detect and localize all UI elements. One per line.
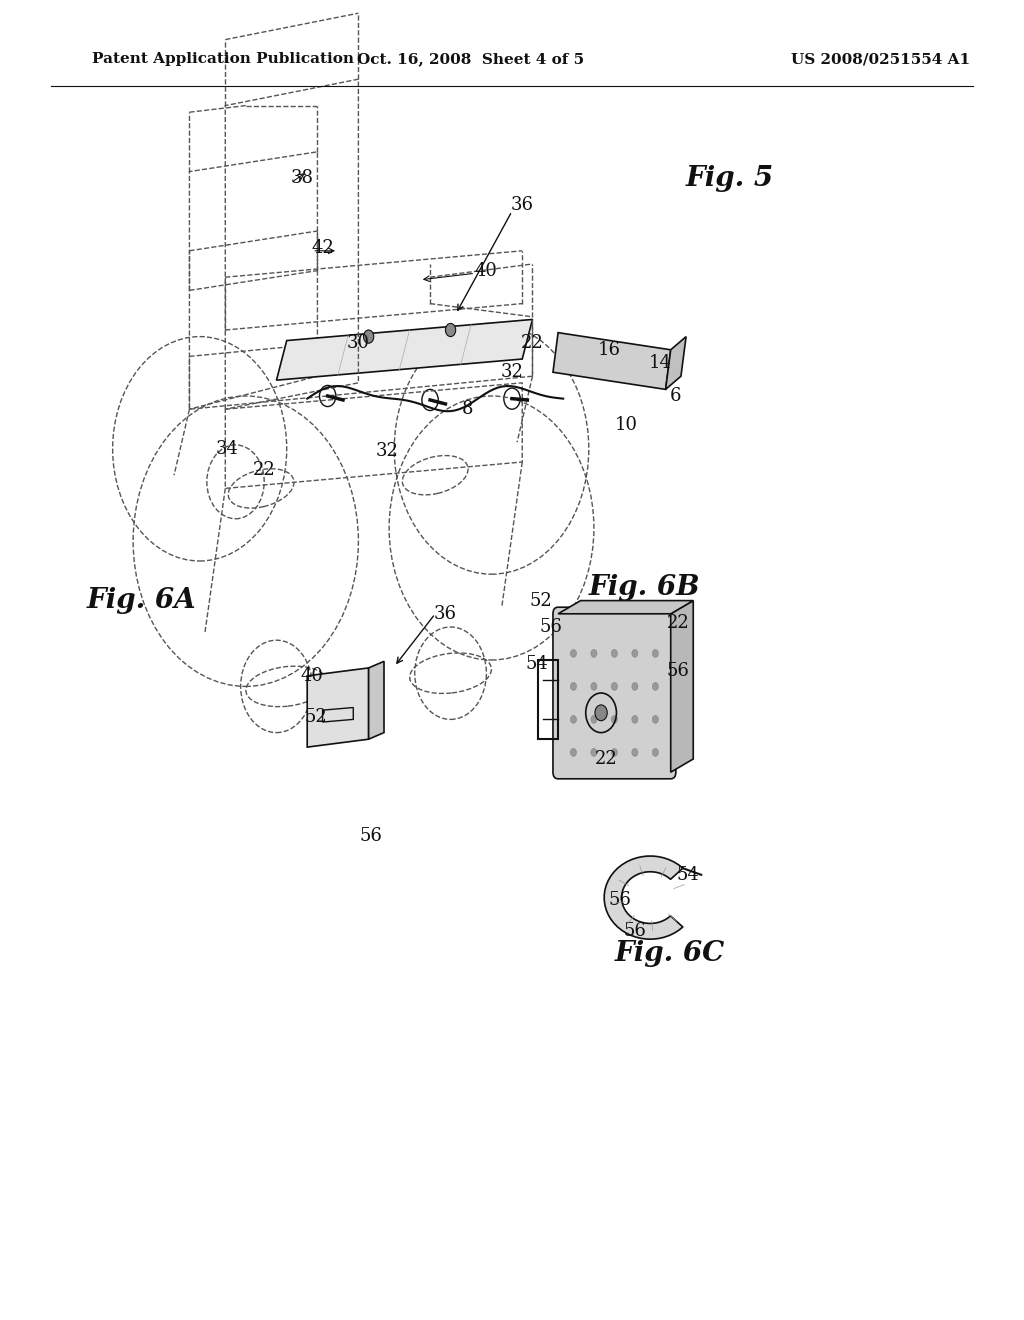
Text: 32: 32 xyxy=(501,363,523,381)
Text: 6: 6 xyxy=(670,387,682,405)
Text: 14: 14 xyxy=(649,354,672,372)
Circle shape xyxy=(632,748,638,756)
Text: 30: 30 xyxy=(347,334,370,352)
Polygon shape xyxy=(307,668,369,747)
Text: Fig. 6C: Fig. 6C xyxy=(614,940,725,966)
Circle shape xyxy=(570,748,577,756)
Circle shape xyxy=(570,649,577,657)
Text: Fig. 5: Fig. 5 xyxy=(686,165,774,191)
Text: 56: 56 xyxy=(624,921,646,940)
Text: 22: 22 xyxy=(595,750,617,768)
Text: 54: 54 xyxy=(525,655,548,673)
Polygon shape xyxy=(558,601,693,614)
Circle shape xyxy=(591,682,597,690)
Text: 52: 52 xyxy=(529,591,552,610)
Text: 34: 34 xyxy=(216,440,239,458)
Circle shape xyxy=(652,649,658,657)
Text: 42: 42 xyxy=(311,239,334,257)
Text: 40: 40 xyxy=(301,667,324,685)
Circle shape xyxy=(591,715,597,723)
Text: Oct. 16, 2008  Sheet 4 of 5: Oct. 16, 2008 Sheet 4 of 5 xyxy=(357,53,585,66)
Circle shape xyxy=(652,715,658,723)
Circle shape xyxy=(652,748,658,756)
Text: 54: 54 xyxy=(677,866,699,884)
Text: 22: 22 xyxy=(521,334,544,352)
Circle shape xyxy=(570,682,577,690)
Text: 56: 56 xyxy=(608,891,631,909)
Circle shape xyxy=(570,715,577,723)
Circle shape xyxy=(445,323,456,337)
FancyBboxPatch shape xyxy=(553,607,676,779)
Circle shape xyxy=(595,705,607,721)
Text: 32: 32 xyxy=(376,442,398,461)
Text: Fig. 6B: Fig. 6B xyxy=(589,574,700,601)
Polygon shape xyxy=(276,319,532,380)
Polygon shape xyxy=(671,601,693,772)
Circle shape xyxy=(632,715,638,723)
Text: Patent Application Publication: Patent Application Publication xyxy=(92,53,354,66)
Circle shape xyxy=(611,682,617,690)
Text: 22: 22 xyxy=(253,461,275,479)
Text: 52: 52 xyxy=(304,708,327,726)
Circle shape xyxy=(591,748,597,756)
Text: 56: 56 xyxy=(359,826,382,845)
Text: 38: 38 xyxy=(291,169,313,187)
Circle shape xyxy=(632,682,638,690)
Circle shape xyxy=(632,649,638,657)
Circle shape xyxy=(591,649,597,657)
Circle shape xyxy=(611,649,617,657)
Text: 36: 36 xyxy=(511,195,534,214)
Text: 16: 16 xyxy=(598,341,621,359)
Text: US 2008/0251554 A1: US 2008/0251554 A1 xyxy=(792,53,970,66)
Text: 56: 56 xyxy=(667,661,689,680)
Text: 10: 10 xyxy=(615,416,638,434)
Text: Fig. 6A: Fig. 6A xyxy=(87,587,197,614)
Polygon shape xyxy=(666,337,686,389)
Circle shape xyxy=(611,715,617,723)
Text: 36: 36 xyxy=(434,605,457,623)
Text: 40: 40 xyxy=(475,261,498,280)
Polygon shape xyxy=(369,661,384,739)
Circle shape xyxy=(652,682,658,690)
Circle shape xyxy=(611,748,617,756)
Text: 22: 22 xyxy=(667,614,689,632)
Polygon shape xyxy=(604,857,683,939)
Text: 56: 56 xyxy=(540,618,562,636)
Polygon shape xyxy=(553,333,671,389)
Text: 8: 8 xyxy=(462,400,474,418)
Circle shape xyxy=(364,330,374,343)
